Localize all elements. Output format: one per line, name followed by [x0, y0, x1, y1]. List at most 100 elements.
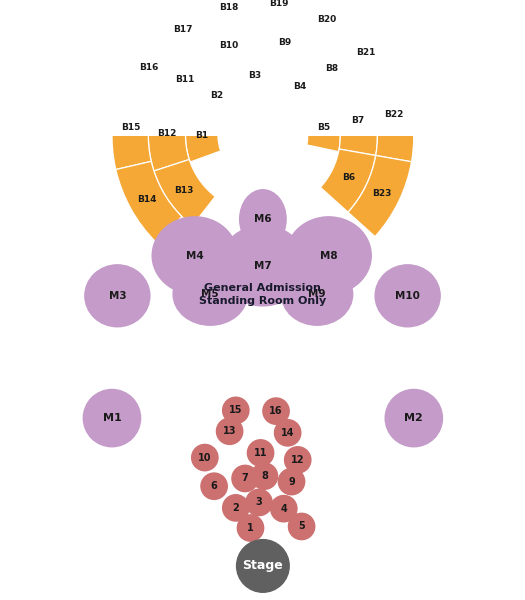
Ellipse shape — [85, 265, 150, 327]
Text: M1: M1 — [102, 413, 121, 423]
Text: B14: B14 — [137, 196, 156, 205]
Wedge shape — [155, 45, 215, 109]
Text: B7: B7 — [351, 116, 364, 125]
Text: B6: B6 — [343, 173, 356, 182]
Text: B17: B17 — [173, 25, 193, 34]
Ellipse shape — [375, 265, 440, 327]
Text: 3: 3 — [256, 497, 262, 508]
Text: B1: B1 — [195, 131, 208, 140]
Circle shape — [385, 389, 443, 447]
Wedge shape — [197, 0, 255, 32]
Text: B22: B22 — [384, 110, 404, 119]
Text: B3: B3 — [248, 71, 261, 80]
Circle shape — [216, 418, 243, 445]
Text: M9: M9 — [308, 289, 326, 299]
Ellipse shape — [152, 217, 237, 294]
Text: 14: 14 — [281, 428, 295, 438]
Circle shape — [237, 539, 289, 592]
Text: 9: 9 — [288, 476, 295, 487]
Circle shape — [247, 440, 274, 466]
Circle shape — [201, 473, 227, 499]
Text: M7: M7 — [254, 260, 272, 271]
Text: 1: 1 — [247, 523, 254, 533]
Wedge shape — [298, 0, 360, 48]
Text: 13: 13 — [223, 426, 236, 436]
Text: General Admission
Standing Room Only: General Admission Standing Room Only — [200, 283, 327, 306]
Circle shape — [83, 389, 141, 447]
Circle shape — [278, 469, 304, 495]
Text: M2: M2 — [404, 413, 423, 423]
Text: M6: M6 — [254, 214, 272, 224]
Text: M10: M10 — [395, 291, 420, 301]
Ellipse shape — [286, 217, 371, 294]
Text: B12: B12 — [157, 130, 176, 139]
Text: M8: M8 — [320, 251, 338, 260]
Text: 10: 10 — [198, 452, 212, 463]
Wedge shape — [272, 60, 331, 115]
Wedge shape — [190, 67, 242, 120]
Wedge shape — [331, 82, 377, 155]
Circle shape — [275, 419, 301, 446]
Circle shape — [285, 447, 311, 473]
Wedge shape — [255, 21, 320, 68]
Text: 11: 11 — [254, 448, 267, 458]
Text: 16: 16 — [269, 406, 283, 416]
Wedge shape — [121, 35, 178, 97]
Text: M5: M5 — [202, 289, 219, 299]
Wedge shape — [192, 21, 257, 74]
Text: 2: 2 — [233, 503, 239, 513]
Wedge shape — [154, 160, 215, 226]
Circle shape — [246, 490, 272, 515]
Text: 7: 7 — [242, 473, 248, 484]
Text: 6: 6 — [211, 481, 217, 491]
Wedge shape — [185, 109, 220, 162]
Text: B19: B19 — [269, 0, 289, 8]
Circle shape — [263, 398, 289, 424]
Ellipse shape — [240, 190, 286, 248]
Text: B11: B11 — [175, 74, 195, 83]
Wedge shape — [301, 37, 364, 99]
Circle shape — [237, 515, 264, 541]
Text: B18: B18 — [219, 3, 238, 12]
Text: B5: B5 — [317, 122, 330, 131]
Wedge shape — [149, 97, 190, 171]
Ellipse shape — [219, 226, 306, 306]
Text: B8: B8 — [326, 64, 339, 73]
Text: 15: 15 — [229, 406, 243, 415]
Text: B15: B15 — [121, 123, 140, 132]
Wedge shape — [116, 161, 182, 242]
Circle shape — [232, 466, 258, 491]
Circle shape — [192, 445, 218, 471]
Wedge shape — [320, 149, 376, 212]
Circle shape — [223, 397, 249, 424]
Ellipse shape — [281, 263, 353, 325]
Text: B20: B20 — [318, 15, 337, 24]
Circle shape — [251, 463, 278, 490]
Text: 12: 12 — [291, 455, 304, 465]
Wedge shape — [337, 20, 396, 82]
Circle shape — [223, 495, 249, 521]
Circle shape — [270, 496, 297, 522]
Text: B21: B21 — [356, 47, 376, 56]
Text: B2: B2 — [210, 91, 223, 100]
Wedge shape — [112, 84, 155, 170]
Text: Stage: Stage — [243, 559, 284, 572]
Text: B23: B23 — [373, 189, 392, 198]
Ellipse shape — [173, 263, 247, 325]
Text: M4: M4 — [186, 251, 204, 260]
Text: B4: B4 — [293, 82, 306, 91]
Text: B9: B9 — [278, 38, 291, 47]
Text: 8: 8 — [261, 471, 268, 481]
Wedge shape — [151, 0, 213, 59]
Text: B13: B13 — [175, 186, 194, 195]
Wedge shape — [253, 0, 310, 26]
Wedge shape — [98, 0, 428, 83]
Text: B16: B16 — [140, 62, 159, 71]
Wedge shape — [348, 155, 412, 236]
Text: 4: 4 — [280, 503, 287, 514]
Text: B10: B10 — [219, 41, 238, 50]
Circle shape — [288, 514, 315, 539]
Wedge shape — [302, 99, 340, 152]
Wedge shape — [364, 65, 414, 162]
Text: 5: 5 — [298, 521, 305, 532]
